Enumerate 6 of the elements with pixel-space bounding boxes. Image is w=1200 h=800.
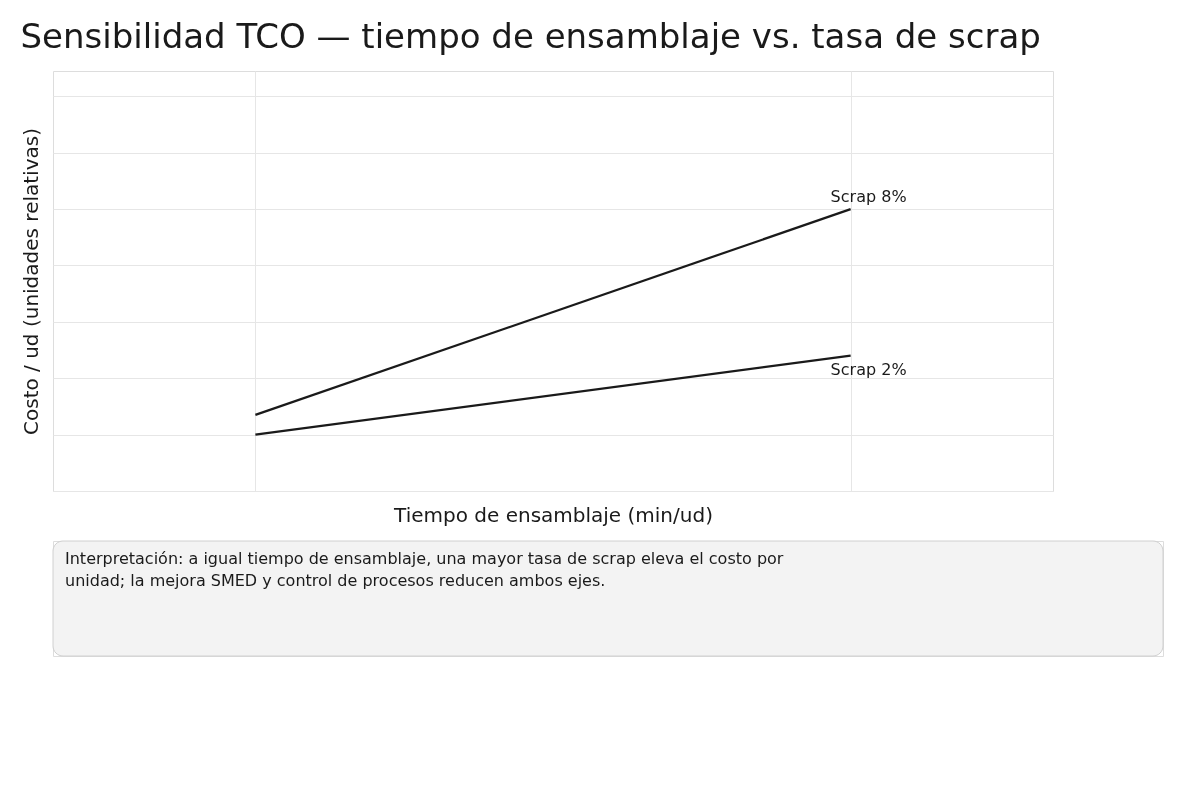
text: Interpretación: a igual tiempo de ensamblaje, una mayor tasa de scrap eleva el costo por unidad; la mejora SMED y control de procesos reducen ambos ejes. xyxy=(65,549,784,590)
series-label: Scrap 2% xyxy=(830,359,907,379)
chart-title: Sensibilidad TCO — tiempo de ensamblaje vs. tasa de scrap xyxy=(20,15,1041,56)
y-axis-title: Costo / ud (unidades relativas) xyxy=(18,128,43,435)
x-axis-title: Tiempo de ensamblaje (min/ud) xyxy=(393,502,713,527)
series-label: Scrap 8% xyxy=(830,187,907,207)
